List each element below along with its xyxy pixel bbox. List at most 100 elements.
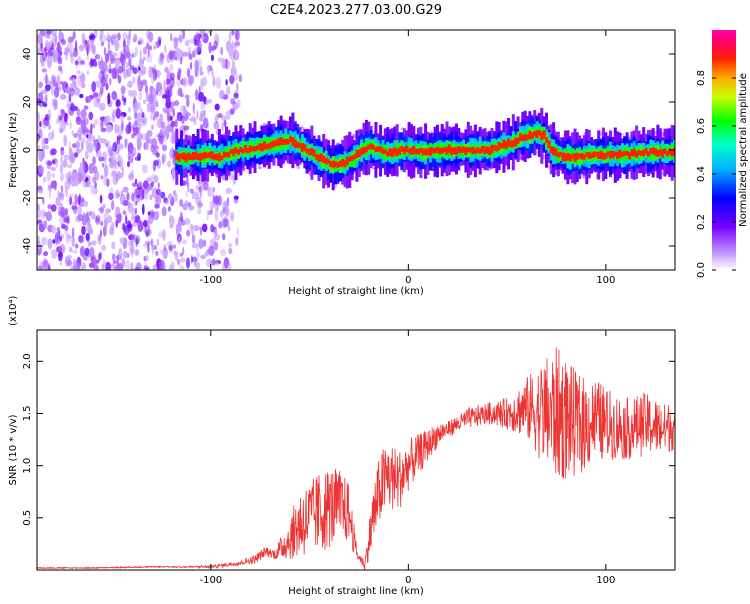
noise-blob	[120, 54, 126, 66]
noise-blob	[211, 54, 214, 61]
noise-blob	[151, 244, 155, 256]
noise-blob	[103, 164, 109, 177]
noise-blob	[199, 66, 203, 73]
noise-blob	[223, 119, 227, 127]
noise-blob	[42, 221, 47, 230]
noise-blob	[159, 249, 164, 255]
noise-blob	[56, 118, 60, 124]
ridge-cell	[573, 153, 577, 162]
noise-blob	[190, 254, 193, 264]
ridge-cell	[319, 153, 323, 162]
noise-blob	[135, 238, 138, 247]
y-tick-label: 1.5	[22, 406, 33, 422]
ridge-cell	[279, 137, 283, 145]
noise-blob	[198, 85, 201, 94]
noise-blob	[58, 115, 63, 121]
noise-blob	[228, 247, 233, 255]
noise-blob	[155, 211, 160, 219]
noise-blob	[117, 74, 122, 84]
colorbar-tick-label: 0.4	[696, 166, 707, 182]
noise-blob	[73, 258, 76, 264]
noise-blob	[39, 120, 42, 128]
noise-blob	[186, 174, 189, 187]
ridge-cell	[372, 144, 375, 150]
noise-blob	[146, 142, 149, 151]
ridge-cell	[341, 158, 345, 167]
noise-blob	[150, 180, 155, 188]
ridge-cell	[469, 147, 473, 153]
noise-blob	[82, 212, 86, 224]
ridge-cell	[597, 152, 601, 159]
ridge-cell	[616, 151, 620, 160]
noise-blob	[43, 211, 50, 217]
ridge-cell	[267, 143, 271, 150]
noise-blob	[170, 147, 174, 159]
noise-blob	[105, 82, 109, 91]
noise-blob	[227, 225, 231, 232]
noise-blob	[221, 115, 227, 122]
noise-blob	[47, 204, 52, 210]
noise-blob	[93, 170, 100, 181]
noise-blob	[77, 204, 82, 217]
ridge-cell	[504, 141, 508, 149]
noise-blob	[131, 192, 135, 202]
noise-blob	[195, 89, 198, 98]
noise-blob	[111, 221, 115, 231]
noise-blob	[160, 191, 166, 199]
noise-blob	[43, 251, 49, 257]
noise-blob	[67, 234, 72, 239]
ridge-cell	[229, 147, 233, 161]
noise-blob	[158, 132, 164, 145]
noise-blob	[209, 200, 215, 209]
noise-blob	[103, 46, 106, 56]
noise-blob	[116, 212, 122, 224]
noise-blob	[69, 52, 75, 58]
noise-blob	[65, 172, 70, 180]
ridge-cell	[393, 147, 397, 156]
ridge-cell	[345, 156, 349, 165]
noise-blob	[159, 113, 164, 125]
noise-blob	[170, 72, 175, 81]
noise-blob	[117, 262, 123, 270]
ridge-cell	[471, 146, 475, 155]
noise-blob	[186, 229, 191, 237]
ridge-cell	[327, 158, 330, 165]
colorbar-ticks: 0.0 0.2 0.4 0.6 0.8	[696, 70, 736, 278]
noise-blob	[115, 206, 121, 215]
ridge-cell	[421, 148, 425, 156]
noise-blob	[42, 260, 49, 270]
noise-blob	[142, 46, 147, 55]
noise-blob	[51, 49, 57, 54]
ridge-cell	[367, 144, 371, 150]
noise-blob	[99, 194, 103, 204]
figure-title: C2E4.2023.277.03.00.G29	[270, 3, 442, 18]
noise-blob	[102, 67, 108, 73]
noise-blob	[179, 265, 185, 270]
noise-blob	[41, 148, 46, 159]
noise-blob	[163, 79, 166, 91]
ridge-cell	[208, 151, 212, 158]
noise-blob	[183, 125, 189, 131]
ridge-cell	[251, 145, 255, 151]
ridge-cell	[587, 151, 591, 160]
noise-blob	[199, 110, 205, 122]
noise-blob	[58, 65, 63, 72]
noise-blob	[107, 49, 113, 56]
noise-blob	[188, 46, 192, 53]
y-tick-label: 0	[22, 147, 33, 153]
snr-series-line	[37, 347, 675, 570]
ridge-cell	[379, 146, 383, 153]
noise-blob	[52, 239, 56, 244]
noise-blob	[74, 60, 79, 66]
noise-blob	[138, 37, 144, 45]
noise-blob	[69, 121, 72, 130]
noise-blob	[154, 111, 160, 118]
ridge-cell	[284, 138, 288, 145]
noise-blob	[205, 99, 209, 105]
ridge-cell	[213, 154, 217, 160]
noise-blob	[112, 164, 118, 170]
noise-blob	[45, 73, 48, 85]
noise-blob	[237, 99, 241, 108]
noise-blob	[164, 88, 170, 97]
